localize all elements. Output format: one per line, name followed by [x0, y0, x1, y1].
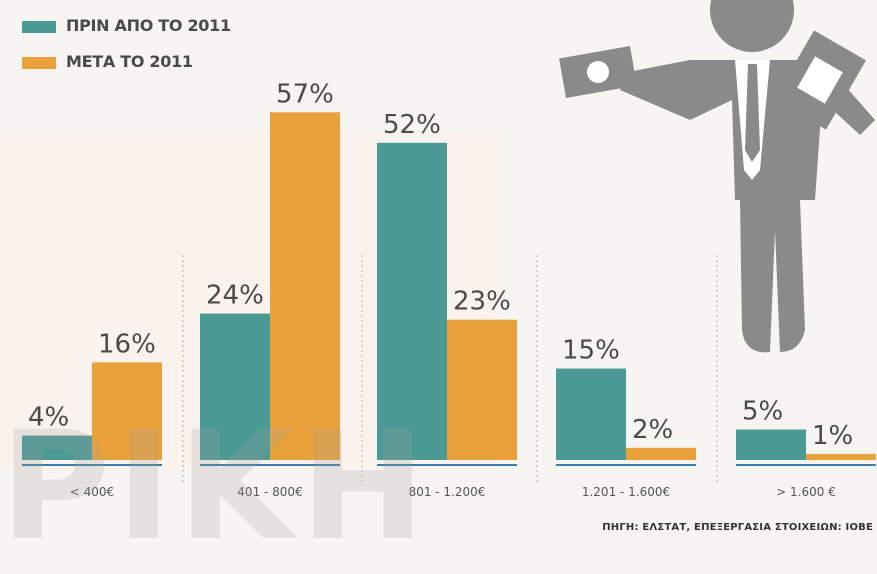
- axis-line: [22, 464, 162, 466]
- axis-line: [556, 464, 696, 466]
- data-label-after: 2%: [632, 415, 673, 445]
- figure-tie: [745, 64, 760, 162]
- euro-icon: [587, 61, 609, 83]
- legend-item-before: ΠΡΙΝ ΑΠΟ ΤΟ 2011: [22, 16, 231, 35]
- bar-before: [22, 435, 92, 460]
- axis-line: [377, 464, 517, 466]
- legend-label-after: ΜΕΤΑ ΤΟ 2011: [66, 52, 193, 71]
- data-label-after: 16%: [98, 329, 156, 359]
- legend-label-before: ΠΡΙΝ ΑΠΟ ΤΟ 2011: [66, 16, 231, 35]
- data-label-before: 52%: [383, 110, 441, 140]
- bar-before: [556, 368, 626, 460]
- figure-head: [710, 0, 794, 52]
- tick-label: < 400€: [70, 485, 114, 499]
- bar-before: [200, 313, 270, 460]
- source-text: ΠΗΓΗ: ΕΛΣΤΑΤ, ΕΠΕΞΕΡΓΑΣΙΑ ΣΤΟΙΧΕΙΩΝ: ΙΟΒ…: [602, 522, 873, 533]
- bar-before: [377, 142, 447, 461]
- data-label-after: 57%: [276, 79, 334, 109]
- legend-swatch-after: [22, 56, 56, 69]
- bar-after: [626, 447, 696, 460]
- figure-body: [620, 60, 875, 353]
- tick-label: 801 - 1.200€: [409, 485, 486, 499]
- data-label-after: 23%: [453, 287, 511, 317]
- bar-chart-svg: 4% 16% < 400€ 24% 57% 401 - 800€ 52% 23% 801 - 1…: [22, 79, 876, 499]
- businessman-illustration: [559, 0, 875, 353]
- data-label-before: 24%: [206, 281, 264, 311]
- data-label-before: 15%: [562, 336, 620, 366]
- data-label-before: 4%: [28, 403, 69, 433]
- tick-label: 1.201 - 1.600€: [582, 485, 670, 499]
- data-label-after: 1%: [812, 421, 853, 451]
- document-lines-icon: [797, 56, 843, 104]
- bar-after: [447, 319, 517, 460]
- legend-item-after: ΜΕΤΑ ΤΟ 2011: [22, 52, 193, 71]
- bar-after: [270, 112, 340, 461]
- legend-swatch-before: [22, 20, 56, 33]
- tick-label: 401 - 800€: [237, 485, 302, 499]
- bar-after: [92, 362, 162, 460]
- tick-label: > 1.600 €: [776, 485, 836, 499]
- bar-before: [736, 429, 806, 460]
- axis-line: [200, 464, 340, 466]
- data-label-before: 5%: [742, 397, 783, 427]
- axis-line: [736, 464, 876, 466]
- bar-after: [806, 453, 876, 460]
